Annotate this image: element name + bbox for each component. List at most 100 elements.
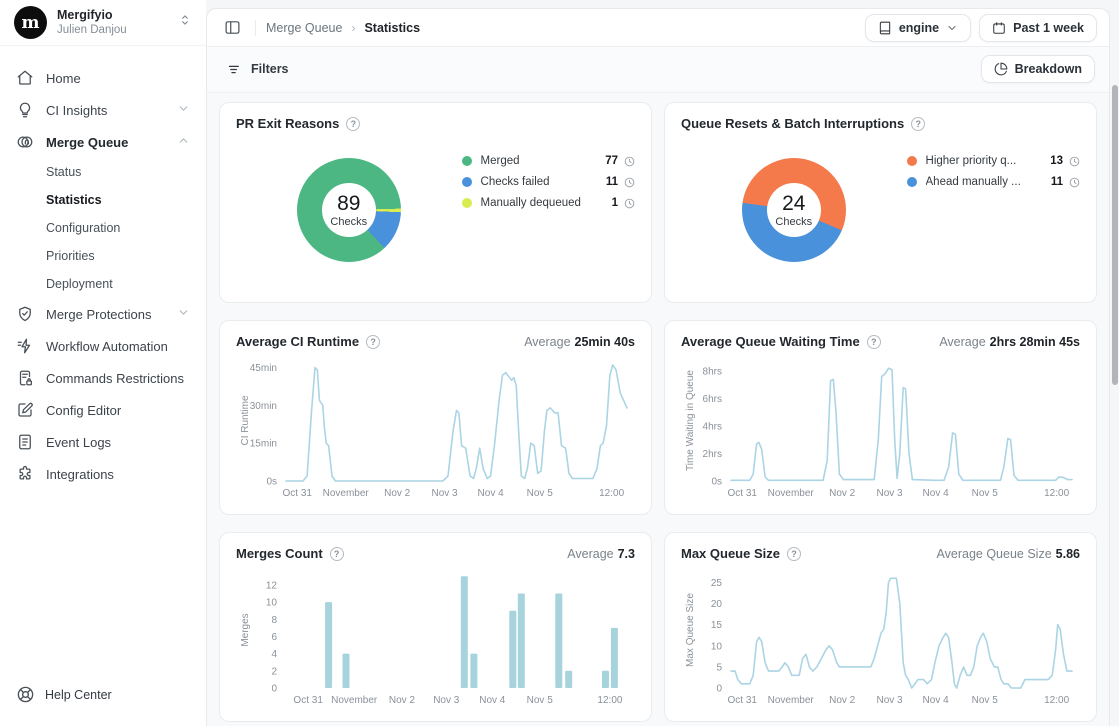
user-name: Julien Danjou xyxy=(57,24,127,37)
average-readout: Average 7.3 xyxy=(567,546,635,561)
svg-text:November: November xyxy=(768,695,815,706)
clock-icon[interactable] xyxy=(1069,177,1080,188)
svg-text:12:00: 12:00 xyxy=(1044,695,1069,706)
help-icon[interactable]: ? xyxy=(366,334,381,349)
svg-text:0: 0 xyxy=(271,684,277,695)
lightbulb-icon xyxy=(19,102,31,118)
sidebar-item-commands-restrictions[interactable]: Commands Restrictions xyxy=(0,362,206,394)
pie-chart-icon xyxy=(994,62,1007,76)
card-title: Max Queue Size xyxy=(681,546,780,561)
vertical-scrollbar[interactable] xyxy=(1112,85,1118,385)
help-icon[interactable]: ? xyxy=(866,334,881,349)
svg-text:Nov 5: Nov 5 xyxy=(972,695,999,706)
svg-text:30min: 30min xyxy=(250,401,277,412)
date-range-label: Past 1 week xyxy=(1013,20,1084,35)
pr-exit-reasons-donut: 89 Checks xyxy=(296,158,401,262)
svg-text:Max Queue Size: Max Queue Size xyxy=(685,593,696,667)
sidebar-toggle-button[interactable] xyxy=(219,15,245,41)
clock-icon[interactable] xyxy=(1069,156,1080,167)
svg-text:Nov 3: Nov 3 xyxy=(432,488,459,499)
svg-text:2: 2 xyxy=(271,666,277,677)
svg-text:6: 6 xyxy=(271,632,277,643)
clock-icon[interactable] xyxy=(624,156,635,167)
sidebar-item-status[interactable]: Status xyxy=(46,165,82,179)
sidebar-item-statistics[interactable]: Statistics xyxy=(46,193,102,207)
svg-text:Nov 5: Nov 5 xyxy=(527,695,554,706)
help-icon[interactable]: ? xyxy=(346,116,361,131)
svg-text:12: 12 xyxy=(266,580,278,591)
sidebar-item-merge-protections[interactable]: Merge Protections xyxy=(0,298,206,330)
donut-center: 89 Checks xyxy=(321,183,376,237)
sidebar: m Mergifyio Julien Danjou Home CI Insigh… xyxy=(0,0,206,726)
legend-label: Ahead manually ... xyxy=(925,176,1021,188)
sidebar-item-label: Merge Protections xyxy=(46,306,152,322)
sidebar-item-label: CI Insights xyxy=(46,102,108,118)
ci-runtime-line-chart: 0s 15min 30min 45min Oct 31 November Nov 2 Nov … xyxy=(236,351,635,501)
svg-text:10: 10 xyxy=(711,641,723,652)
clock-icon[interactable] xyxy=(624,198,635,209)
legend-item-merged: Merged 77 xyxy=(461,155,635,167)
donut-center: 24 Checks xyxy=(766,183,821,237)
svg-text:Nov 5: Nov 5 xyxy=(972,488,999,499)
legend-value: 13 xyxy=(1050,155,1063,167)
zap-lines-icon xyxy=(17,338,31,354)
chevron-down-icon xyxy=(177,102,190,118)
sidebar-item-label: Config Editor xyxy=(46,402,122,418)
repo-select-button[interactable]: engine xyxy=(864,13,972,42)
svg-text:CI Runtime: CI Runtime xyxy=(240,395,251,445)
legend-dot xyxy=(906,156,917,166)
sidebar-item-merge-queue[interactable]: Merge Queue xyxy=(0,126,206,158)
merges-count-bar-chart: 0 2 4 6 8 10 12 Oct 31 November Nov 2 Nov 3 Nov 4 No… xyxy=(236,563,635,708)
legend-item-manually-dequeued: Manually dequeued 1 xyxy=(461,197,635,209)
svg-text:0: 0 xyxy=(716,684,722,695)
sidebar-item-event-logs[interactable]: Event Logs xyxy=(0,426,206,458)
help-icon[interactable]: ? xyxy=(911,116,926,131)
sidebar-item-workflow-automation[interactable]: Workflow Automation xyxy=(0,330,206,362)
svg-text:15: 15 xyxy=(711,620,723,631)
average-readout: Average 25min 40s xyxy=(524,334,635,349)
sidebar-item-label: Commands Restrictions xyxy=(46,370,184,386)
legend-item-higher-priority: Higher priority q... 13 xyxy=(906,155,1080,167)
date-range-button[interactable]: Past 1 week xyxy=(979,13,1097,42)
sidebar-item-priorities[interactable]: Priorities xyxy=(46,249,95,263)
svg-text:Oct 31: Oct 31 xyxy=(283,488,313,499)
sidebar-item-label: Home xyxy=(46,70,81,86)
svg-text:November: November xyxy=(768,488,815,499)
card-title: PR Exit Reasons xyxy=(236,116,340,131)
filters-button[interactable]: Filters xyxy=(221,57,295,82)
legend-label: Merged xyxy=(480,155,520,167)
life-buoy-icon xyxy=(17,686,34,703)
sidebar-item-integrations[interactable]: Integrations xyxy=(0,458,206,490)
breakdown-button[interactable]: Breakdown xyxy=(980,55,1095,83)
donut-unit: Checks xyxy=(775,215,813,228)
legend-value: 11 xyxy=(1050,176,1063,188)
org-user-names: Mergifyio Julien Danjou xyxy=(57,8,127,38)
legend-label: Manually dequeued xyxy=(480,197,581,209)
svg-text:Oct 31: Oct 31 xyxy=(728,695,758,706)
sidebar-item-config-editor[interactable]: Config Editor xyxy=(0,394,206,426)
help-center-button[interactable]: Help Center xyxy=(0,673,206,726)
merge-queue-icon xyxy=(17,136,33,148)
header-actions: engine Past 1 week xyxy=(864,13,1097,42)
sidebar-item-deployment[interactable]: Deployment xyxy=(46,277,113,291)
svg-text:0s: 0s xyxy=(266,477,277,488)
legend-item-checks-failed: Checks failed 11 xyxy=(461,176,635,188)
cards-grid: PR Exit Reasons ? 89 Checks xyxy=(207,93,1109,722)
sidebar-item-home[interactable]: Home xyxy=(0,62,206,94)
svg-text:Nov 4: Nov 4 xyxy=(923,488,950,499)
sidebar-item-ci-insights[interactable]: CI Insights xyxy=(0,94,206,126)
card-max-queue-size: Max Queue Size ? Average Queue Size 5.86 … xyxy=(664,532,1097,722)
clock-icon[interactable] xyxy=(624,177,635,188)
help-icon[interactable]: ? xyxy=(786,546,801,561)
sidebar-item-label: Integrations xyxy=(46,466,114,482)
org-switcher[interactable]: m Mergifyio Julien Danjou xyxy=(0,0,206,46)
card-title: Average Queue Waiting Time xyxy=(681,334,860,349)
breadcrumb-page: Statistics xyxy=(364,20,421,35)
legend-label: Higher priority q... xyxy=(925,155,1017,167)
sidebar-item-configuration[interactable]: Configuration xyxy=(46,221,121,235)
help-icon[interactable]: ? xyxy=(329,546,344,561)
legend-value: 1 xyxy=(611,197,618,209)
breadcrumb-section[interactable]: Merge Queue xyxy=(266,20,343,35)
card-merges-count: Merges Count ? Average 7.3 0 2 4 6 8 10 12 Oct 3… xyxy=(219,532,652,722)
legend-dot xyxy=(906,177,917,187)
